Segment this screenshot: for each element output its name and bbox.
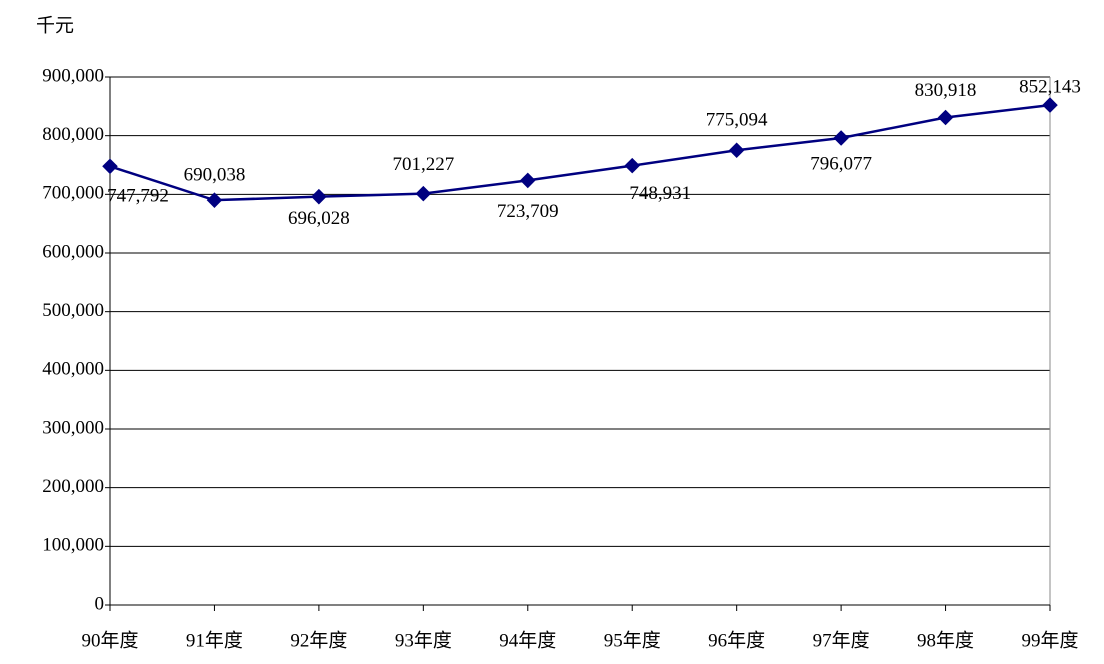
data-label: 723,709 — [497, 201, 559, 222]
marker — [311, 188, 327, 205]
marker — [937, 109, 954, 126]
marker — [206, 192, 223, 208]
marker — [519, 172, 536, 189]
data-label: 775,094 — [706, 110, 768, 131]
data-label: 852,143 — [1019, 76, 1081, 97]
x-tick-label: 96年度 — [708, 629, 765, 651]
x-tick-label: 92年度 — [290, 629, 347, 651]
y-tick-label: 500,000 — [42, 300, 104, 321]
y-tick-label: 0 — [95, 593, 105, 614]
marker — [728, 142, 745, 159]
marker — [833, 130, 849, 146]
x-tick-label: 99年度 — [1021, 629, 1078, 651]
marker — [102, 158, 118, 175]
y-tick-label: 600,000 — [42, 241, 104, 262]
x-tick-label: 95年度 — [604, 629, 661, 651]
y-tick-label: 400,000 — [42, 359, 104, 380]
data-label: 690,038 — [184, 165, 246, 186]
x-tick-label: 97年度 — [813, 629, 870, 651]
y-tick-label: 200,000 — [42, 476, 104, 497]
marker — [415, 185, 432, 202]
x-tick-label: 90年度 — [81, 629, 138, 651]
y-tick-label: 900,000 — [42, 65, 104, 86]
y-tick-label: 300,000 — [42, 417, 104, 438]
data-label: 748,931 — [629, 183, 691, 204]
y-tick-label: 100,000 — [42, 535, 104, 556]
data-label: 796,077 — [810, 153, 872, 174]
x-tick-label: 94年度 — [499, 629, 556, 651]
data-label: 830,918 — [915, 80, 977, 101]
x-tick-label: 91年度 — [186, 629, 243, 651]
y-tick-label: 800,000 — [42, 124, 104, 145]
y-tick-label: 700,000 — [42, 183, 104, 204]
marker — [624, 157, 641, 174]
data-label: 747,792 — [107, 186, 169, 207]
x-tick-label: 93年度 — [395, 629, 452, 651]
data-label: 696,028 — [288, 208, 350, 229]
marker — [1042, 97, 1058, 113]
unit-label: 千元 — [36, 14, 74, 36]
series-line — [109, 103, 1051, 202]
x-tick-label: 98年度 — [917, 629, 974, 651]
data-label: 701,227 — [392, 154, 454, 175]
